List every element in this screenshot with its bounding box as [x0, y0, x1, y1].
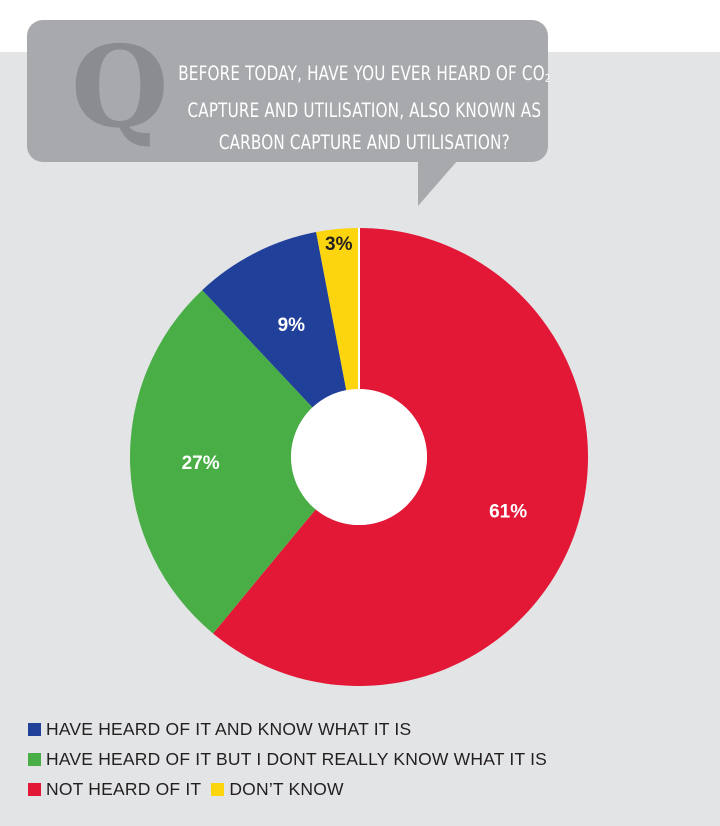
- donut-label-2: 9%: [278, 315, 306, 336]
- legend-entry-dont-know: DON’T KNOW: [211, 774, 344, 804]
- legend-swatch-yellow: [211, 783, 225, 796]
- question-line-2: CAPTURE AND UTILISATION, ALSO KNOWN AS: [187, 99, 542, 122]
- legend-entry-heard-know: HAVE HEARD OF IT AND KNOW WHAT IT IS: [28, 714, 547, 744]
- donut-label-0: 61%: [489, 502, 527, 523]
- donut-slice-3: [316, 228, 359, 391]
- legend-row-3: NOT HEARD OF IT DON’T KNOW: [28, 774, 547, 804]
- legend-swatch-red: [28, 783, 41, 796]
- legend-swatch-green: [28, 753, 41, 766]
- donut-label-1: 27%: [182, 453, 220, 474]
- donut-slice-0: [213, 228, 589, 686]
- q-letter-icon: Q: [71, 22, 169, 153]
- question-line-1: BEFORE TODAY, HAVE YOU EVER HEARD OF CO2: [178, 62, 551, 85]
- legend: HAVE HEARD OF IT AND KNOW WHAT IT IS HAV…: [28, 714, 547, 804]
- donut-hole: [291, 389, 427, 525]
- donut-slice-2: [202, 232, 347, 408]
- donut-label-3: 3%: [325, 234, 353, 255]
- question-text: BEFORE TODAY, HAVE YOU EVER HEARD OF CO2…: [167, 58, 562, 159]
- question-line-3: CARBON CAPTURE AND UTILISATION?: [218, 131, 510, 154]
- legend-entry-not-heard: NOT HEARD OF IT: [28, 774, 201, 804]
- legend-entry-heard-dont-know: HAVE HEARD OF IT BUT I DONT REALLY KNOW …: [28, 744, 547, 774]
- bubble-tail: [418, 160, 458, 206]
- question-bubble: Q BEFORE TODAY, HAVE YOU EVER HEARD OF C…: [27, 20, 550, 162]
- legend-swatch-blue: [28, 723, 41, 736]
- donut-slice-1: [130, 290, 316, 634]
